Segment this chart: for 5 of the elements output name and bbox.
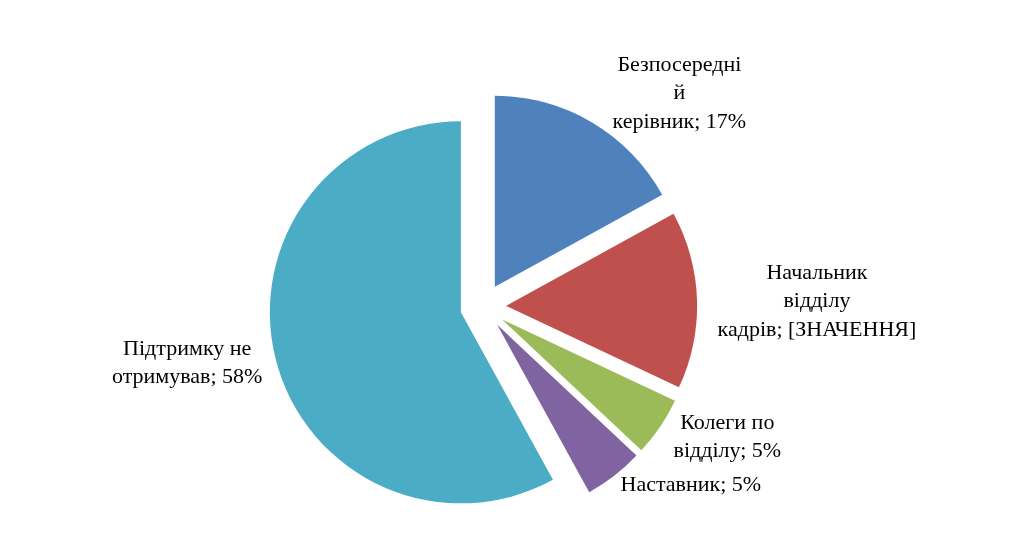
slice-label: Підтримку не отримував; 58% xyxy=(111,334,263,389)
slice-label: Колеги по відділу; 5% xyxy=(673,408,782,463)
slice-label: Безпосередні й керівник; 17% xyxy=(612,50,747,134)
slice-label: Наставник; 5% xyxy=(620,471,762,496)
slice-label: Начальник відділу кадрів; [ЗНАЧЕННЯ] xyxy=(717,258,917,341)
